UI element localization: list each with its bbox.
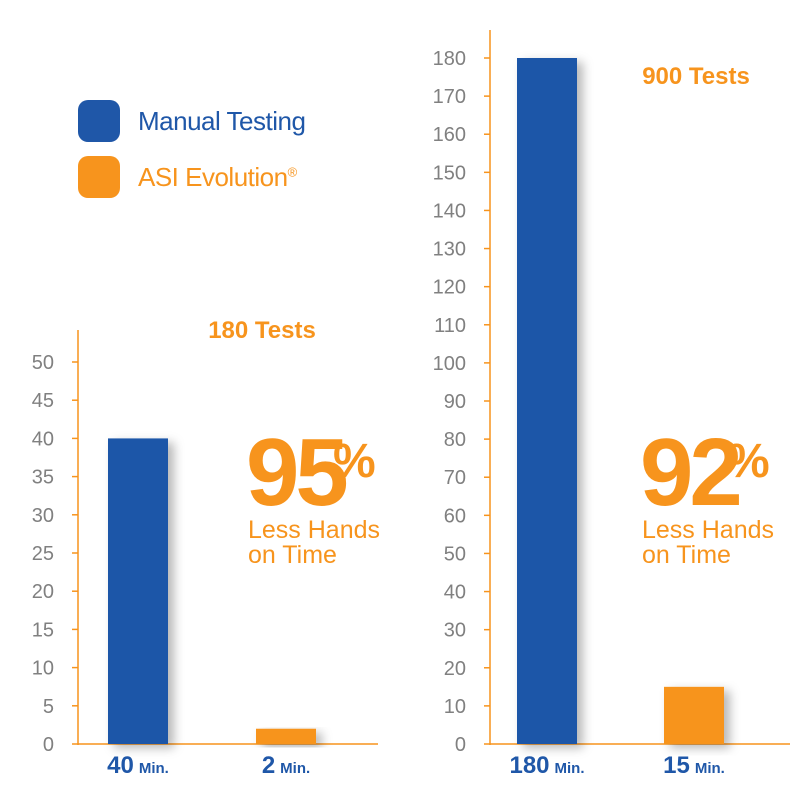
chart-900-tick-label: 30 [444,620,466,642]
chart-900-tick-label: 100 [433,353,466,375]
chart-180-tick-label: 10 [32,658,54,680]
legend-label-manual: Manual Testing [138,105,306,136]
chart-900-tick-label: 90 [444,391,466,413]
chart-900-tick-label: 180 [433,48,466,70]
legend-swatch-manual [78,100,120,142]
chart-900-title: 900 Tests [642,63,750,90]
chart-900-tick-label: 10 [444,696,466,718]
chart-180-tick-label: 30 [32,505,54,527]
chart-900-category-label: 180 Min. [509,752,584,779]
legend-item-asi: ASI Evolution® [78,156,305,198]
chart-900-callout-line1: Less Hands [642,516,774,544]
chart-180-tick-label: 5 [43,696,54,718]
chart-180-callout-line2: on Time [248,541,337,569]
legend-swatch-asi [78,156,120,198]
chart-900-percent-symbol: % [727,435,770,488]
chart-180-tick-label: 45 [32,390,54,412]
chart-180-category-label: 40 Min. [107,752,169,779]
chart-180-percent-value: 95 [246,419,346,526]
legend-item-manual: Manual Testing [78,100,306,142]
chart-180-tick-label: 15 [32,619,54,641]
chart-900-tick-label: 140 [433,200,466,222]
chart-900-category-label: 15 Min. [663,752,725,779]
chart-900-tick-label: 80 [444,429,466,451]
chart-180-callout-line1: Less Hands [248,516,380,544]
chart-900-bar-asi [664,686,724,744]
chart-180-tick-label: 0 [43,734,54,756]
chart-900-percent-value: 92 [640,419,739,526]
chart-180-tick-label: 20 [32,581,54,603]
chart-180-tick-label: 25 [32,543,54,565]
chart-900-callout-line2: on Time [642,541,731,569]
chart-900-tick-label: 0 [455,734,466,756]
chart-900-tick-label: 60 [444,505,466,527]
chart-900-tick-label: 50 [444,543,466,565]
chart-900-tick-label: 120 [433,277,466,299]
chart-900-tick-label: 170 [433,86,466,108]
chart-900-tick-label: 150 [433,162,466,184]
legend-label-asi: ASI Evolution® [138,161,297,192]
chart-180-percent-symbol: % [333,435,376,488]
chart-180-title: 180 Tests [208,317,316,344]
chart-180-tick-label: 35 [32,467,54,489]
legend: Manual Testing ASI Evolution® [78,100,306,212]
chart-180-bar-asi [256,728,316,744]
chart-180-tick-label: 40 [32,428,54,450]
chart-900-tick-label: 160 [433,124,466,146]
chart-900-bar-manual [517,58,577,744]
chart-900-tick-label: 110 [434,315,466,337]
chart-180-tick-label: 50 [32,352,54,374]
chart-900-tick-label: 20 [444,658,466,680]
chart-180-bar-manual [108,438,168,744]
chart-900-tick-label: 70 [444,467,466,489]
chart-900-tick-label: 130 [433,239,466,261]
chart-180-category-label: 2 Min. [262,752,310,779]
chart-900-tick-label: 40 [444,582,466,604]
